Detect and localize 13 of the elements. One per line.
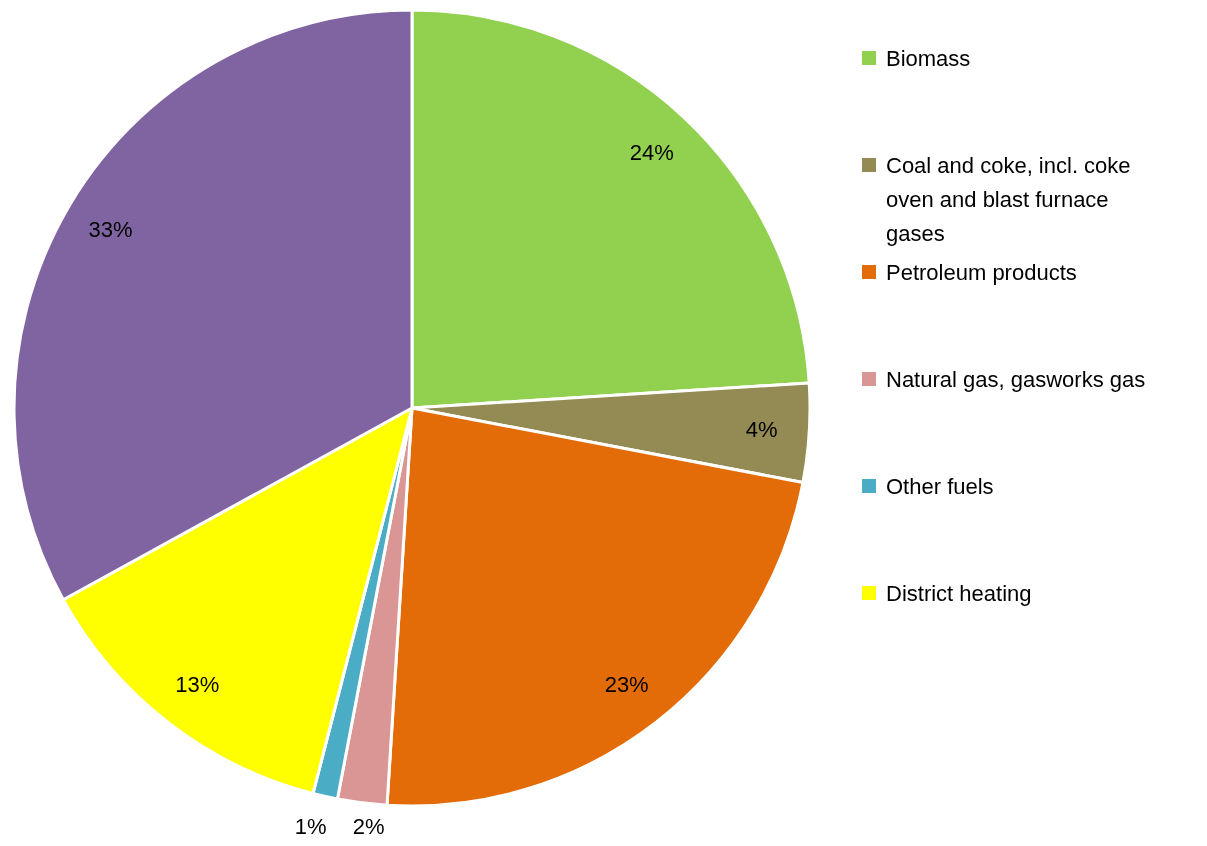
legend-label: Coal and coke, incl. coke oven and blast furnace gases xyxy=(886,152,1131,246)
data-label: 23% xyxy=(604,672,649,698)
data-label: 2% xyxy=(352,814,385,840)
legend-label: Other fuels xyxy=(886,473,994,499)
legend-label: Petroleum products xyxy=(886,259,1077,285)
legend-label: Natural gas, gasworks gas xyxy=(886,366,1146,392)
data-label: 4% xyxy=(745,417,778,443)
data-label: 1% xyxy=(294,814,327,840)
data-label: 33% xyxy=(88,217,133,243)
data-label: 24% xyxy=(629,140,674,166)
legend-label: Biomass xyxy=(886,45,971,71)
data-label: 13% xyxy=(175,672,220,698)
legend-label: District heating xyxy=(886,580,1032,606)
